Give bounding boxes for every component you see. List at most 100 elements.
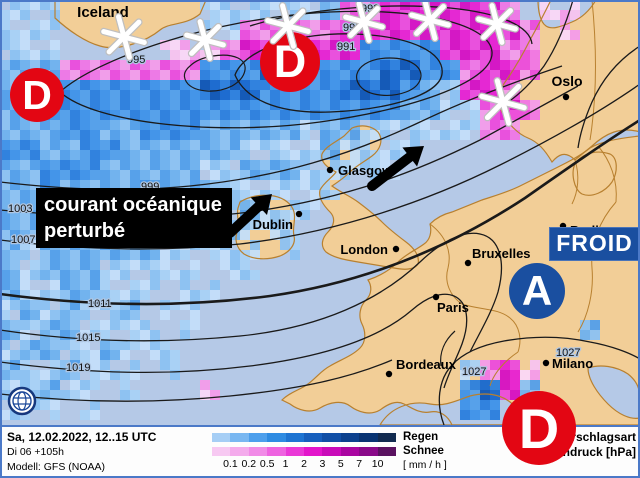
- precip-pixel: [510, 20, 520, 30]
- precip-pixel: [0, 60, 10, 70]
- precip-pixel: [20, 120, 30, 130]
- precip-pixel: [100, 110, 110, 120]
- precip-pixel: [490, 120, 500, 130]
- precip-pixel: [440, 80, 450, 90]
- precip-pixel: [380, 80, 390, 90]
- precip-pixel: [510, 90, 520, 100]
- precip-pixel: [300, 90, 310, 100]
- precip-pixel: [60, 180, 70, 190]
- precip-pixel: [80, 270, 90, 280]
- precip-pixel: [40, 150, 50, 160]
- precip-pixel: [160, 120, 170, 130]
- precip-pixel: [140, 330, 150, 340]
- precip-pixel: [40, 330, 50, 340]
- precip-pixel: [250, 140, 260, 150]
- snow-scale-cell: [267, 447, 286, 456]
- precip-pixel: [100, 270, 110, 280]
- precip-pixel: [180, 160, 190, 170]
- precip-pixel: [380, 50, 390, 60]
- precip-pixel: [20, 140, 30, 150]
- precip-pixel: [90, 60, 100, 70]
- legend-datetime: Sa, 12.02.2022, 12..15 UTC: [7, 430, 157, 444]
- precip-pixel: [50, 360, 60, 370]
- precip-pixel: [500, 390, 510, 400]
- precip-pixel: [350, 130, 360, 140]
- precip-pixel: [530, 50, 540, 60]
- precip-pixel: [110, 130, 120, 140]
- precip-pixel: [290, 240, 300, 250]
- precip-pixel: [230, 270, 240, 280]
- precip-pixel: [500, 0, 510, 10]
- precip-pixel: [120, 160, 130, 170]
- precip-pixel: [120, 340, 130, 350]
- precip-pixel: [240, 170, 250, 180]
- precip-pixel: [150, 110, 160, 120]
- precip-pixel: [180, 300, 190, 310]
- precip-pixel: [160, 340, 170, 350]
- precip-pixel: [220, 70, 230, 80]
- precip-pixel: [480, 80, 490, 90]
- country-border: [489, 351, 519, 387]
- precip-pixel: [130, 100, 140, 110]
- precip-pixel: [130, 70, 140, 80]
- precip-pixel: [70, 90, 80, 100]
- rain-scale-cell: [285, 433, 305, 442]
- precip-pixel: [410, 0, 420, 10]
- precip-pixel: [200, 160, 210, 170]
- arrow-shaft: [367, 151, 415, 191]
- precip-pixel: [330, 100, 340, 110]
- precip-pixel: [520, 20, 530, 30]
- precip-pixel: [350, 110, 360, 120]
- landmasses: [55, 0, 640, 425]
- precip-pixel: [420, 0, 430, 10]
- scale-tick-labels: 0.1 0.2 0.5 1 2 3 5 7 10: [212, 458, 396, 471]
- precip-pixel: [470, 0, 480, 10]
- scandinavia-fjord-sea-coast: [537, 0, 597, 29]
- precip-pixel: [490, 110, 500, 120]
- precip-pixel: [60, 170, 70, 180]
- precip-pixel: [270, 190, 280, 200]
- precip-pixel: [50, 280, 60, 290]
- isobar-label: 995: [343, 22, 361, 34]
- precip-pixel: [270, 220, 280, 230]
- precip-pixel: [50, 330, 60, 340]
- pressure-center-d: D: [502, 391, 576, 465]
- precip-pixel: [20, 130, 30, 140]
- precip-pixel: [160, 130, 170, 140]
- precip-pixel: [510, 390, 520, 400]
- precip-pixel: [150, 270, 160, 280]
- precip-pixel: [430, 20, 440, 30]
- precip-pixel: [20, 220, 30, 230]
- precip-pixel: [20, 30, 30, 40]
- precip-pixel: [350, 60, 360, 70]
- precip-pixel: [220, 10, 230, 20]
- precip-pixel: [70, 180, 80, 190]
- precip-pixel: [10, 250, 20, 260]
- precip-pixel: [120, 250, 130, 260]
- precip-pixel: [150, 250, 160, 260]
- precip-pixel: [110, 250, 120, 260]
- precip-pixel: [180, 80, 190, 90]
- country-border: [577, 201, 617, 333]
- precip-pixel: [60, 150, 70, 160]
- precip-pixel: [200, 390, 210, 400]
- precip-pixel: [500, 40, 510, 50]
- precip-pixel: [300, 10, 310, 20]
- precip-pixel: [40, 170, 50, 180]
- precip-pixel: [120, 320, 130, 330]
- precip-pixel: [480, 20, 490, 30]
- precip-pixel: [500, 380, 510, 390]
- scale-tick: 0.5: [259, 458, 275, 470]
- precip-pixel: [250, 120, 260, 130]
- precip-pixel: [60, 340, 70, 350]
- precip-pixel: [490, 50, 500, 60]
- precip-pixel: [280, 90, 290, 100]
- precip-pixel: [250, 190, 260, 200]
- precip-pixel: [180, 270, 190, 280]
- snow-scale-cell: [322, 447, 341, 456]
- city-dot-london: [392, 245, 400, 253]
- precip-pixel: [300, 100, 310, 110]
- precip-pixel: [160, 350, 170, 360]
- city-label-oslo: Oslo: [551, 73, 582, 89]
- precip-pixel: [30, 210, 40, 220]
